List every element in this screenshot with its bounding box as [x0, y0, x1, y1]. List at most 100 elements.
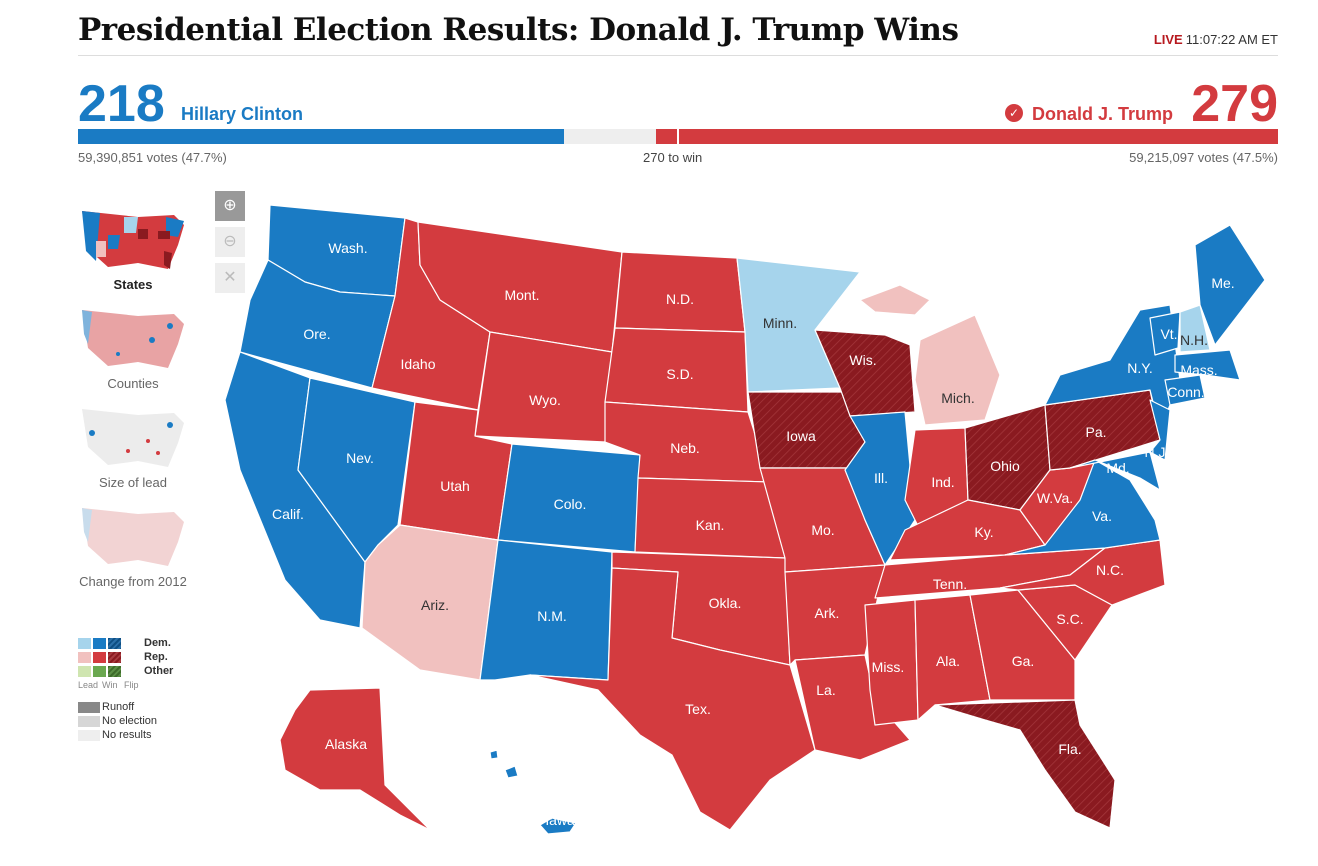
legend-swatch-rep-win — [93, 652, 106, 663]
state-label-mass: Mass. — [1180, 362, 1217, 378]
state-label-nj: N.J. — [1145, 444, 1170, 460]
state-label-ala: Ala. — [936, 653, 960, 669]
state-shape-md[interactable] — [1069, 451, 1161, 491]
view-label-counties[interactable]: Counties — [107, 376, 159, 391]
state-label-mo: Mo. — [811, 522, 834, 538]
state-label-mont: Mont. — [504, 287, 539, 303]
state-label-wis: Wis. — [849, 352, 876, 368]
state-label-ore: Ore. — [303, 326, 330, 342]
state-shape-la[interactable] — [794, 654, 911, 761]
legend-swatch-other-flip — [108, 666, 121, 677]
size-of-lead-view-thumbnail[interactable] — [78, 403, 188, 473]
state-label-kan: Kan. — [696, 517, 725, 533]
live-label: LIVE — [1153, 32, 1183, 47]
page-title: Presidential Election Results: Donald J.… — [78, 12, 959, 48]
legend-runoff-label: Runoff — [102, 701, 135, 713]
state-shape-wis[interactable] — [814, 329, 916, 417]
state-label-md: Md. — [1106, 460, 1129, 476]
legend-swatch-dem-flip — [108, 638, 121, 649]
legend-no-results-label: No results — [102, 729, 152, 741]
state-label-alaska: Alaska — [325, 736, 367, 752]
legend-dem-label: Dem. — [144, 637, 171, 649]
state-label-wyo: Wyo. — [529, 392, 561, 408]
state-label-tenn: Tenn. — [933, 576, 967, 592]
state-shape-mass[interactable] — [1174, 349, 1241, 381]
state-shape-nc[interactable] — [999, 539, 1166, 606]
state-label-colo: Colo. — [554, 496, 587, 512]
legend-swatch-no-results — [78, 730, 100, 741]
legend-other-label: Other — [144, 665, 174, 677]
state-shape-mich[interactable] — [859, 284, 1001, 426]
view-label-size-of-lead[interactable]: Size of lead — [99, 475, 167, 490]
state-label-mich: Mich. — [941, 390, 974, 406]
live-time: 11:07:22 AM ET — [1185, 32, 1278, 47]
us-election-map[interactable]: Wash. Ore. Calif. Nev. Idaho Mont. Wyo. Utah Col… — [200, 190, 1300, 850]
state-shape-vt[interactable] — [1149, 311, 1181, 356]
legend-swatch-rep-flip — [108, 652, 121, 663]
legend-swatch-dem-win — [93, 638, 106, 649]
states-view-thumbnail[interactable] — [78, 205, 188, 275]
state-label-minn: Minn. — [763, 315, 797, 331]
state-label-ohio: Ohio — [990, 458, 1020, 474]
state-shape-nh[interactable] — [1179, 304, 1211, 353]
state-shape-ga[interactable] — [969, 589, 1076, 701]
dem-electoral-count: 218 — [78, 75, 165, 133]
electoral-bar-dem — [78, 129, 564, 144]
view-label-states[interactable]: States — [113, 277, 153, 292]
state-label-neb: Neb. — [670, 440, 700, 456]
state-label-fla: Fla. — [1058, 741, 1081, 757]
state-label-ind: Ind. — [931, 474, 954, 490]
state-label-hawaii: Hawaii — [539, 812, 581, 828]
state-shape-ill[interactable] — [844, 411, 916, 566]
state-shape-me[interactable] — [1194, 224, 1266, 346]
state-label-ky: Ky. — [974, 524, 993, 540]
zoom-in-button[interactable]: ⊕ — [215, 191, 245, 221]
state-label-wash: Wash. — [328, 240, 367, 256]
legend-no-election-label: No election — [102, 715, 158, 727]
state-label-tex: Tex. — [685, 701, 711, 717]
state-shape-conn[interactable] — [1164, 374, 1206, 406]
to-win-label: 270 to win — [643, 150, 703, 165]
state-shape-hawaii[interactable] — [489, 749, 577, 835]
state-shape-ala[interactable] — [914, 594, 991, 721]
legend-swatch-other-win — [93, 666, 106, 677]
state-shape-tex[interactable] — [529, 567, 816, 831]
state-label-sc: S.C. — [1056, 611, 1083, 627]
state-label-miss: Miss. — [872, 659, 905, 675]
rep-popular-votes: 59,215,097 votes (47.5%) — [1129, 150, 1278, 165]
change-from-2012-view-thumbnail[interactable] — [78, 502, 188, 572]
state-label-okla: Okla. — [709, 595, 742, 611]
legend-swatch-no-election — [78, 716, 100, 727]
map-legend: Dem. Rep. Other Lead Win Flip Runoff No … — [78, 637, 198, 757]
live-status: LIVE 11:07:22 AM ET — [1154, 32, 1278, 47]
electoral-bar-270-marker — [677, 129, 679, 144]
zoom-reset-button[interactable]: ✕ — [215, 263, 245, 293]
state-shape-alaska[interactable] — [279, 687, 431, 831]
dem-candidate-name: Hillary Clinton — [181, 104, 304, 124]
legend-flip-caption: Flip — [124, 680, 139, 690]
state-label-vt: Vt. — [1160, 326, 1177, 342]
state-label-pa: Pa. — [1085, 424, 1106, 440]
state-shape-wyo[interactable] — [474, 331, 613, 443]
legend-swatch-dem-lead — [78, 638, 91, 649]
state-shape-miss[interactable] — [864, 599, 919, 726]
legend-swatch-other-lead — [78, 666, 91, 677]
dem-popular-votes: 59,390,851 votes (47.7%) — [78, 150, 227, 165]
legend-win-caption: Win — [102, 680, 118, 690]
state-label-va: Va. — [1092, 508, 1112, 524]
state-label-conn: Conn. — [1167, 384, 1204, 400]
state-label-idaho: Idaho — [400, 356, 435, 372]
state-shape-nj[interactable] — [1149, 399, 1171, 461]
view-label-change-from-2012[interactable]: Change from 2012 — [79, 574, 187, 589]
state-label-wva: W.Va. — [1037, 490, 1073, 506]
state-label-ark: Ark. — [815, 605, 840, 621]
state-label-nh: N.H. — [1180, 332, 1208, 348]
winner-check-icon: ✓ — [1005, 104, 1023, 122]
state-shape-fla[interactable] — [934, 699, 1116, 829]
legend-swatch-rep-lead — [78, 652, 91, 663]
zoom-out-button[interactable]: ⊖ — [215, 227, 245, 257]
state-label-ny: N.Y. — [1127, 360, 1152, 376]
counties-view-thumbnail[interactable] — [78, 304, 188, 374]
state-label-nev: Nev. — [346, 450, 374, 466]
state-label-utah: Utah — [440, 478, 470, 494]
